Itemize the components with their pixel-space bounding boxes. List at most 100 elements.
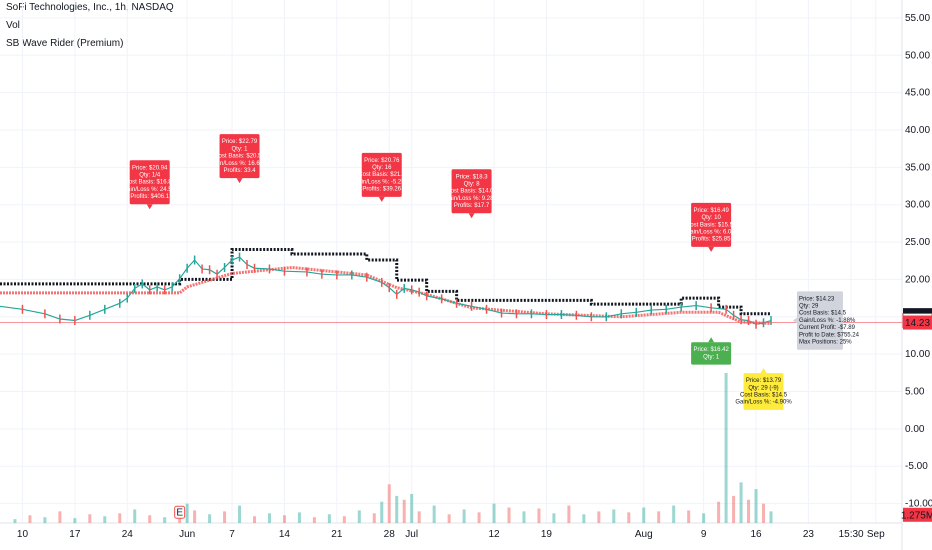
volume-bar	[732, 495, 736, 523]
volume-bar	[372, 513, 376, 523]
volume-bar	[582, 514, 586, 523]
symbol-legend[interactable]: SoFi Technologies, Inc., 1h, NASDAQ	[6, 2, 174, 13]
trade-label-line: Qty: 1	[703, 354, 720, 360]
trade-label-box	[691, 342, 732, 365]
y-tick-label: 25.00	[905, 237, 930, 248]
volume-bar	[687, 510, 691, 523]
volume-legend[interactable]: Vol	[6, 20, 20, 31]
y-tick-label: 50.00	[905, 50, 930, 61]
trade-label-pointer	[146, 204, 153, 210]
trade-label-line: Cost Basis: $15.51	[686, 222, 737, 228]
trade-label-line: Cost Basis: $14.5	[799, 311, 847, 317]
trade-label-line: Profit to Date: $755.24	[799, 332, 860, 338]
trade-label-line: Qty: 1/4	[139, 173, 161, 179]
trade-label-pointer	[468, 213, 475, 219]
x-tick-label: 9	[701, 529, 707, 540]
earnings-marker-box	[174, 505, 186, 519]
trade-label-box	[691, 202, 732, 247]
volume-bar	[410, 493, 414, 523]
chart-grid	[0, 0, 903, 550]
trade-label-box	[219, 134, 260, 179]
trade-label-box	[361, 152, 402, 197]
volume-bar	[253, 516, 257, 523]
trade-label-line: Cost Basis: $14.02	[446, 189, 497, 195]
trade-label-line: Gain/Loss %: -1.88%	[799, 318, 856, 324]
volume-bar	[522, 511, 526, 523]
volume-bar	[702, 513, 706, 523]
volume-bar	[754, 489, 758, 523]
y-tick-label: 0.00	[905, 424, 925, 435]
x-tick-label: 23	[803, 529, 815, 540]
trade-label-line: Price: $18.3	[456, 174, 489, 180]
price-badge-label: 14.23	[905, 318, 930, 329]
trade-label-line: Gain/Loss %: -4.90%	[735, 400, 792, 406]
volume-bar	[432, 505, 436, 523]
trade-label-line: Current Profit: -$7.89	[799, 325, 856, 331]
trade-label-pointer	[792, 317, 797, 324]
volume-bar	[133, 509, 137, 523]
volume-bar	[387, 484, 391, 523]
volume-bar	[88, 514, 92, 523]
trade-label-line: Price: $22.79	[222, 139, 258, 145]
trade-label-line: Profits: $17.7	[454, 203, 490, 209]
price-series	[0, 252, 902, 329]
trade-label-line: Cost Basis: $14.5	[740, 393, 788, 399]
band-upper	[0, 248, 772, 316]
volume-bar	[747, 499, 751, 523]
band-lower	[0, 265, 772, 326]
x-tick-label: 24	[122, 529, 134, 540]
trade-label-line: Gain/Loss %: 9.28%	[444, 196, 499, 202]
volume-bar	[657, 511, 661, 523]
wave-rider-bands	[0, 248, 772, 326]
y-tick-label: 10.00	[905, 349, 930, 360]
y-tick-label: 35.00	[905, 162, 930, 173]
x-tick-label: Sep	[867, 529, 885, 540]
volume-bar	[357, 510, 361, 523]
x-tick-label: Jul	[405, 529, 418, 540]
x-tick-label: 7	[229, 529, 235, 540]
volume-bar	[380, 501, 384, 523]
volume-bar	[627, 512, 631, 523]
trade-label-line: Price: $20.94	[132, 165, 168, 171]
y-tick-label: -10.00	[905, 499, 932, 510]
indicator-legend[interactable]: SB Wave Rider (Premium)	[6, 38, 124, 49]
price-badge-box	[903, 315, 932, 330]
x-tick-label: 15:30	[839, 529, 864, 540]
volume-bar	[297, 512, 301, 523]
y-tick-label: -5.00	[905, 461, 928, 472]
volume-bar	[28, 515, 32, 523]
trade-label-line: Qty: 29 (-9)	[748, 385, 778, 391]
trade-label-line: Qty: 10	[701, 215, 721, 221]
price-badges: 15.2214.5014.231.275M	[901, 308, 932, 522]
trade-label-pointer	[708, 246, 715, 252]
volume-bar	[492, 503, 496, 523]
x-tick-label: 10	[17, 529, 29, 540]
price-badge: 14.23	[903, 315, 932, 330]
trade-label-line: Price: $13.79	[746, 378, 782, 384]
trade-label-line: Qty: 1	[232, 146, 249, 152]
volume-bar	[672, 505, 676, 523]
volume-bar	[312, 517, 316, 523]
volume-bar	[762, 503, 766, 523]
volume-bar	[327, 514, 331, 523]
volume-bar	[724, 373, 728, 523]
volume-bar	[223, 511, 227, 523]
trade-label-line: Qty: 8	[464, 181, 481, 187]
trade-label-pointer	[378, 196, 385, 202]
trade-label-pointer	[708, 337, 715, 343]
y-tick-label: 30.00	[905, 200, 930, 211]
volume-bar	[447, 514, 451, 523]
x-tick-label: Aug	[635, 529, 653, 540]
trade-label-line: Gain/Loss %: 16.68%	[211, 161, 269, 167]
volume-bar	[612, 509, 616, 523]
volume-bar	[282, 515, 286, 523]
trade-label-line: Gain/Loss %: 6.0%	[686, 229, 738, 235]
trade-label-pointer	[760, 368, 767, 374]
volume-bar	[739, 482, 743, 523]
volume-bar	[567, 505, 571, 523]
